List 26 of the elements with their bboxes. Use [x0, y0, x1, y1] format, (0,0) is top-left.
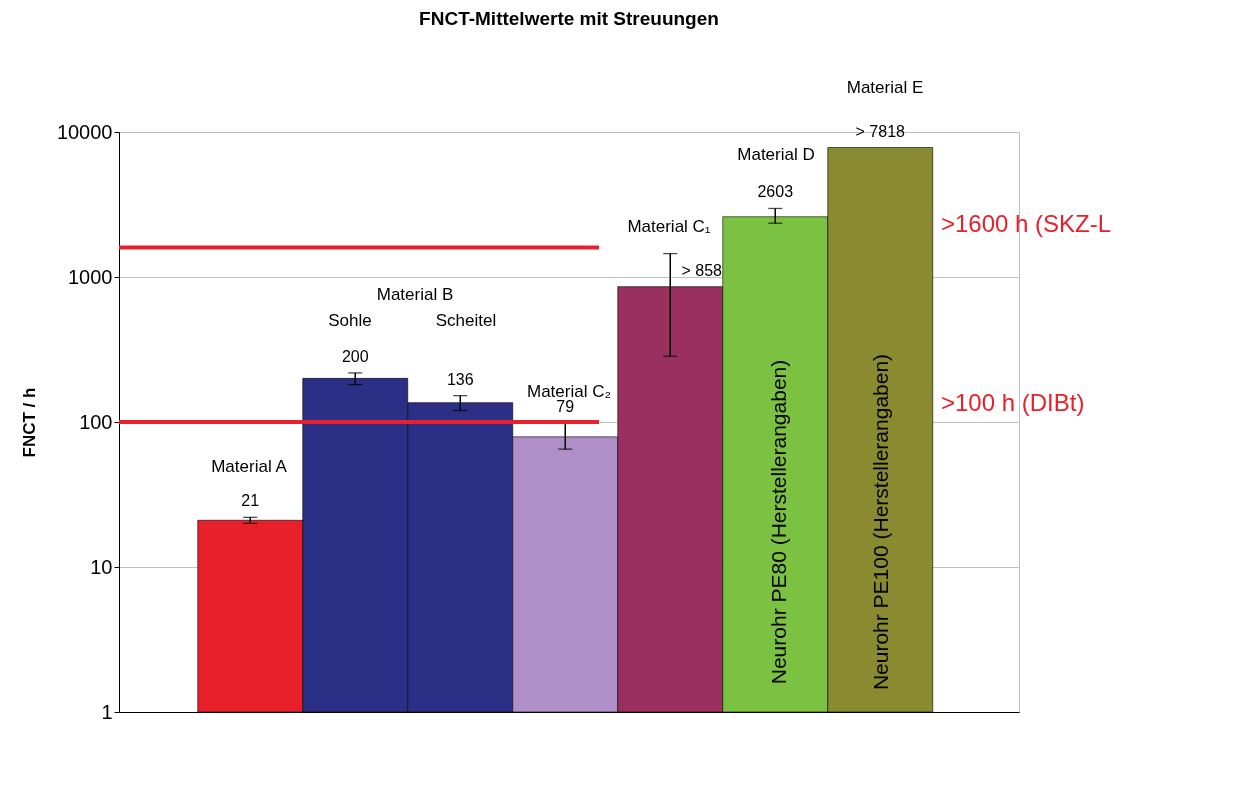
ref-line-label: >100 h (DIBt)	[941, 389, 1085, 416]
data-label: > 7818	[855, 122, 906, 140]
annotation: Material B	[376, 285, 454, 304]
annotation: Sohle	[328, 311, 372, 330]
annotation: Material A	[211, 457, 288, 476]
data-label: 2603	[757, 183, 794, 201]
annotation: Material C₂	[526, 382, 612, 401]
y-tick-label: 10	[90, 555, 113, 578]
y-tick-label: 1	[101, 700, 113, 723]
annotation: Neurohr PE100 (Herstellerangaben)	[869, 353, 892, 691]
annotation: Material D	[737, 145, 815, 164]
ref-line-label: >1600 h (SKZ-L	[941, 210, 1112, 238]
text: Material E	[846, 78, 924, 97]
y-axis-title: FNCT / h	[19, 387, 39, 458]
annotation: Scheitel	[435, 311, 497, 330]
chart-title: FNCT-Mittelwerte mit Streuungen	[419, 8, 719, 29]
y-tick-label: 10000	[56, 120, 113, 143]
y-tick-label: 100	[79, 410, 113, 433]
data-label: 136	[446, 370, 474, 388]
annotation: Neurohr PE80 (Herstellerangaben)	[767, 359, 790, 685]
data-label: 200	[341, 347, 369, 365]
data-label: 21	[241, 492, 260, 510]
data-label: 79	[556, 398, 575, 416]
data-label: > 858	[681, 261, 723, 279]
y-tick-label: 1000	[68, 265, 113, 288]
annotation: Material C₁	[627, 217, 711, 236]
